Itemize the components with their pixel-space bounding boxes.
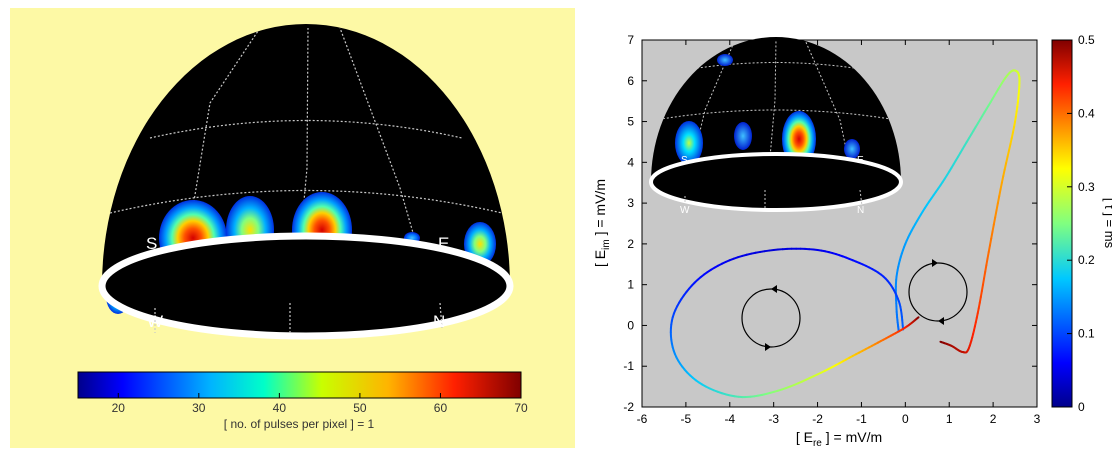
y-tick-label: 1 [627, 278, 634, 292]
inset-label-n: N [857, 205, 864, 216]
dome-label-n: N [433, 312, 445, 331]
x-tick-label: -6 [637, 412, 648, 426]
trajectory-segment [1000, 175, 1005, 184]
pulse-colorbar-tick-label: 40 [273, 401, 287, 415]
trajectory-2 [669, 247, 920, 399]
trajectory-segment [983, 270, 987, 280]
dome-base [98, 232, 514, 340]
y-axis-label: [ Eim ] = mV/m [592, 179, 612, 267]
y-tick-label: 3 [627, 196, 634, 210]
trajectory-segment [988, 237, 993, 247]
trajectory-segment [992, 216, 997, 226]
x-tick-label: 0 [902, 412, 909, 426]
x-tick-label: -2 [812, 412, 823, 426]
x-tick-label: -1 [856, 412, 867, 426]
pulse-colorbar-ticks: 20 30 40 50 60 70 [112, 393, 528, 415]
time-colorbar-label: [ t ] = ms [1102, 198, 1112, 249]
x-tick-label: -4 [724, 412, 735, 426]
trajectory-segment [999, 181, 1003, 191]
pulse-colorbar-tick-label: 50 [353, 401, 367, 415]
x-tick-label: 3 [1034, 412, 1041, 426]
trajectory-segment [996, 195, 1001, 205]
trajectory-segment [1003, 162, 1008, 171]
dome-label-w: W [147, 312, 163, 331]
trajectory-segment [995, 202, 999, 212]
trajectory-segment [987, 244, 991, 254]
inset-label-s: S [681, 155, 688, 166]
trajectory-segment [1009, 137, 1013, 146]
y-tick-label: 4 [627, 155, 634, 169]
time-colorbar-ticks: 0 0.1 0.2 0.3 0.4 0.5 [1067, 33, 1095, 414]
x-axis-label: [ Ere ] = mV/m [796, 429, 882, 449]
dome-heatmap-figure: S W E N 20 30 40 50 60 70 [ no. of pulses per… [77, 24, 528, 431]
left-panel: S W E N 20 30 40 50 60 70 [ no. of pulses per… [10, 8, 575, 448]
time-colorbar [1051, 39, 1073, 408]
field-trajectory-figure: -6 -5 -4 -3 -2 -1 0 1 2 3 -2 -1 0 1 2 3 4 5 6 7 [592, 33, 1112, 449]
time-colorbar-tick-label: 0.4 [1078, 106, 1095, 120]
x-tick-label: 1 [946, 412, 953, 426]
trajectory-segment [1005, 155, 1009, 165]
dome-grid [109, 27, 503, 286]
pulse-colorbar-tick-label: 70 [514, 401, 528, 415]
trajectory-segment [994, 209, 998, 219]
loop-indicator-cw [908, 259, 968, 325]
x-tick-label: -5 [681, 412, 692, 426]
time-colorbar-tick-label: 0.3 [1078, 180, 1095, 194]
trajectory-segment [980, 283, 984, 293]
trajectory-segment [986, 251, 990, 260]
pulse-colorbar-tick-label: 20 [112, 401, 126, 415]
trajectory-segment [981, 277, 986, 286]
y-tick-label: 7 [627, 33, 634, 47]
axis-ticks: -6 -5 -4 -3 -2 -1 0 1 2 3 -2 -1 0 1 2 3 4 5 6 7 [623, 33, 1040, 426]
pulse-colorbar-caption: [ no. of pulses per pixel ] = 1 [224, 417, 375, 431]
trajectory-segment [916, 316, 920, 319]
loop-indicator-ccw [741, 285, 801, 351]
time-colorbar-tick-label: 0.1 [1078, 327, 1095, 341]
trajectory-segment [991, 223, 995, 233]
trajectory-1 [894, 69, 1021, 354]
time-colorbar-tick-label: 0.5 [1078, 33, 1095, 47]
y-tick-label: 5 [627, 115, 634, 129]
y-tick-label: 2 [627, 237, 634, 251]
trajectory-segment [1002, 168, 1006, 178]
trajectory-segment [990, 230, 994, 240]
trajectory-segment [979, 290, 983, 299]
trajectory-segment [998, 188, 1002, 198]
pulse-colorbar [77, 371, 522, 399]
y-tick-label: 0 [627, 318, 634, 332]
inset-label-w: W [680, 205, 690, 216]
y-tick-label: 6 [627, 74, 634, 88]
dome-base-grid [154, 302, 443, 333]
pulse-colorbar-tick-label: 60 [434, 401, 448, 415]
trajectory-segment [1006, 149, 1011, 158]
inset-dome: S W E N [649, 37, 903, 216]
x-tick-label: 2 [990, 412, 997, 426]
y-tick-label: -2 [623, 400, 634, 414]
time-colorbar-tick-label: 0.2 [1078, 253, 1095, 267]
trajectory-segment [985, 257, 989, 267]
pulse-colorbar-tick-label: 30 [192, 401, 206, 415]
trajectory-segment [1008, 143, 1012, 152]
dome-label-s: S [146, 234, 157, 253]
inset-label-e: E [857, 155, 864, 166]
time-colorbar-tick-label: 0 [1078, 400, 1085, 414]
x-tick-label: -3 [768, 412, 779, 426]
trajectory-segment [984, 264, 988, 273]
trajectories [669, 69, 1021, 399]
dome-label-e: E [438, 234, 449, 253]
y-tick-label: -1 [623, 359, 634, 373]
